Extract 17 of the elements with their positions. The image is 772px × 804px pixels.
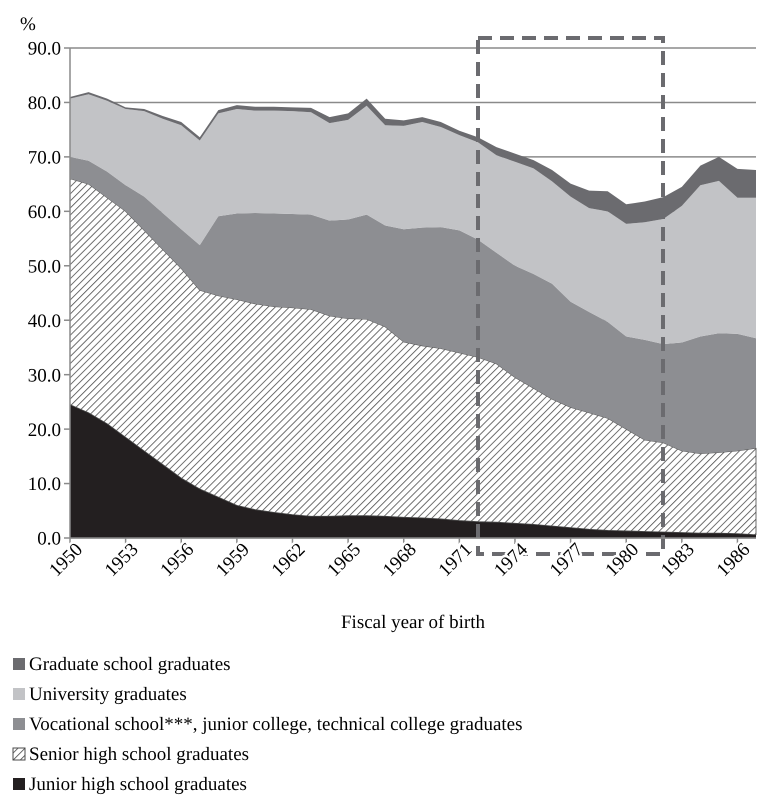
legend-label: Senior high school graduates (29, 744, 250, 765)
y-tick-label: 30.0 (28, 365, 61, 386)
y-tick-label: 0.0 (37, 528, 61, 550)
y-tick-label: 40.0 (28, 310, 61, 332)
x-axis-title: Fiscal year of birth (340, 612, 486, 633)
y-tick-label: 80.0 (28, 93, 61, 114)
y-tick-label: 20.0 (28, 420, 61, 441)
y-tick-label: 60.0 (28, 202, 61, 223)
legend-label: Graduate school graduates (29, 654, 231, 675)
y-tick-label: 50.0 (28, 256, 61, 278)
legend-label: Junior high school graduates (29, 774, 247, 795)
y-tick-label: 10.0 (28, 474, 61, 496)
y-tick-label: 90.0 (28, 38, 61, 60)
y-tick-label: 70.0 (28, 148, 61, 169)
legend-label: Vocational school***, junior college, technical college graduates (29, 714, 522, 735)
legend-label: University graduates (29, 684, 187, 705)
y-axis-title: % (20, 14, 36, 35)
